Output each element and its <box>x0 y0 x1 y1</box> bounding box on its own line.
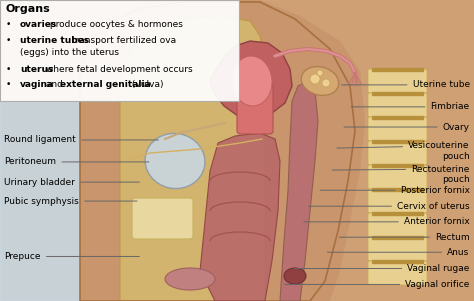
Bar <box>372 140 423 143</box>
Text: where fetal development occurs: where fetal development occurs <box>43 65 192 74</box>
Text: Rectouterine: Rectouterine <box>332 165 470 174</box>
Ellipse shape <box>301 67 339 95</box>
Text: Vesicouterine: Vesicouterine <box>337 141 470 150</box>
Text: Anus: Anus <box>328 248 470 257</box>
Ellipse shape <box>284 268 306 284</box>
Text: external genitalia: external genitalia <box>60 80 151 89</box>
Text: transport fertilized ova: transport fertilized ova <box>69 36 176 45</box>
FancyBboxPatch shape <box>368 237 427 261</box>
FancyBboxPatch shape <box>368 141 427 165</box>
Text: Anterior fornix: Anterior fornix <box>304 217 470 226</box>
Text: Urinary bladder: Urinary bladder <box>4 178 139 187</box>
Bar <box>372 260 423 263</box>
Ellipse shape <box>322 79 330 87</box>
Bar <box>372 92 423 95</box>
Bar <box>372 212 423 215</box>
Polygon shape <box>120 16 265 301</box>
Polygon shape <box>260 0 474 301</box>
Polygon shape <box>280 81 318 301</box>
Ellipse shape <box>232 56 272 106</box>
FancyBboxPatch shape <box>368 93 427 117</box>
Text: Round ligament: Round ligament <box>4 135 158 144</box>
Ellipse shape <box>310 74 320 84</box>
Bar <box>372 164 423 167</box>
FancyBboxPatch shape <box>368 261 427 285</box>
FancyBboxPatch shape <box>368 69 427 93</box>
Bar <box>372 116 423 119</box>
Polygon shape <box>210 41 292 118</box>
Text: Cervix of uterus: Cervix of uterus <box>309 202 470 211</box>
Text: Peritoneum: Peritoneum <box>4 157 149 166</box>
Text: Vaginal rugae: Vaginal rugae <box>294 264 470 273</box>
Text: •: • <box>6 65 11 74</box>
Text: produce oocytes & hormones: produce oocytes & hormones <box>46 20 182 29</box>
Text: uterus: uterus <box>20 65 54 74</box>
Bar <box>0 101 255 301</box>
Ellipse shape <box>145 133 205 189</box>
FancyBboxPatch shape <box>368 213 427 237</box>
Text: Fimbriae: Fimbriae <box>351 102 470 111</box>
Text: vagina: vagina <box>20 80 54 89</box>
Text: Pubic symphysis: Pubic symphysis <box>4 197 137 206</box>
Text: Posterior fornix: Posterior fornix <box>320 186 470 195</box>
Bar <box>372 68 423 71</box>
Text: Uterine tube: Uterine tube <box>342 80 470 89</box>
FancyBboxPatch shape <box>0 0 239 101</box>
Text: Organs: Organs <box>6 4 51 14</box>
FancyBboxPatch shape <box>368 189 427 213</box>
Text: •: • <box>6 36 11 45</box>
Text: •: • <box>6 80 11 89</box>
Text: Vaginal orifice: Vaginal orifice <box>285 280 470 289</box>
Ellipse shape <box>317 70 323 76</box>
Polygon shape <box>200 133 280 301</box>
Text: •: • <box>6 20 11 29</box>
Polygon shape <box>80 0 365 301</box>
Text: Prepuce: Prepuce <box>4 252 139 261</box>
Bar <box>372 188 423 191</box>
FancyBboxPatch shape <box>368 117 427 141</box>
Bar <box>372 236 423 239</box>
FancyBboxPatch shape <box>368 165 427 189</box>
Text: and: and <box>43 80 65 89</box>
Text: Rectum: Rectum <box>339 233 470 242</box>
Text: uterine tubes: uterine tubes <box>20 36 89 45</box>
Text: Ovary: Ovary <box>344 123 470 132</box>
Text: (eggs) into the uterus: (eggs) into the uterus <box>20 48 119 57</box>
Text: ovaries: ovaries <box>20 20 57 29</box>
FancyBboxPatch shape <box>237 83 273 134</box>
Text: (vulva): (vulva) <box>129 80 163 89</box>
FancyBboxPatch shape <box>132 198 193 239</box>
Text: pouch: pouch <box>442 152 470 161</box>
Ellipse shape <box>165 268 215 290</box>
Text: pouch: pouch <box>442 175 470 184</box>
